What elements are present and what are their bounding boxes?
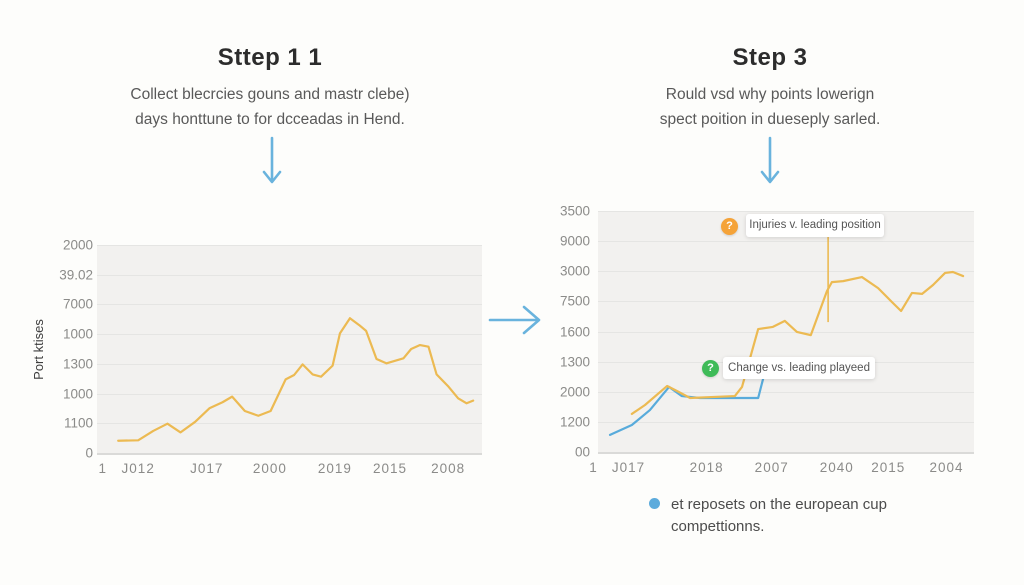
y-tick-label: 1100 [63, 415, 93, 431]
right-chart-y-axis: 3500 9000 3000 7500 1600 1300 2000 1200 00 [545, 204, 590, 460]
gridline [598, 421, 974, 423]
step3-header: Step 3 Rould vsd why points lowerign spe… [560, 44, 980, 132]
x-tick-label: 2000 [252, 461, 287, 476]
step1-subtitle-line1: Collect blecrcies gouns and mastr clebe) [130, 86, 410, 103]
x-tick-label: 1 [98, 461, 108, 476]
step3-subtitle-line2: spect poition in dueseply sarled. [659, 111, 881, 128]
legend: et reposets on the european cup competti… [648, 494, 928, 537]
y-tick-label: 9000 [559, 233, 590, 249]
legend-label: et reposets on the european cup competti… [671, 494, 928, 537]
gridline [598, 391, 974, 393]
gridline [598, 241, 974, 243]
step3-title: Step 3 [732, 44, 808, 71]
left-chart-plot-area [97, 245, 482, 455]
step1-header: Sttep 1 1 Collect blecrcies gouns and ma… [60, 44, 480, 132]
x-tick-label: 2004 [929, 460, 964, 475]
left-line-chart: 2000 39.02 7000 1000 1300 1000 1100 0 1 J012 J017… [50, 237, 490, 487]
x-tick-label: J017 [611, 460, 646, 475]
y-tick-label: 2000 [62, 237, 93, 253]
y-tick-label: 1300 [559, 354, 590, 370]
legend-dot-icon [649, 498, 660, 509]
down-arrow-icon [760, 136, 780, 184]
right-line-chart: 3500 9000 3000 7500 1600 1300 2000 1200 00 1 J017… [545, 203, 985, 493]
y-tick-label: 1200 [559, 414, 590, 430]
gridline [97, 423, 482, 425]
left-chart-x-axis: 1 J012 J017 2000 2019 2015 2008 [97, 461, 482, 479]
x-tick-label: 2015 [372, 461, 408, 476]
right-chart-plot-area [598, 211, 974, 454]
gridline [598, 271, 974, 273]
y-tick-label: 0 [85, 445, 93, 461]
gridline [97, 304, 482, 306]
step3-subtitle: Rould vsd why points lowerign spect poit… [560, 82, 980, 132]
y-tick-label: 00 [574, 444, 590, 460]
series-line-reposets-european-cup [610, 379, 763, 435]
question-icon[interactable]: ? [721, 218, 738, 235]
legend-label-line2: compettionns. [671, 517, 765, 535]
y-tick-label: 7000 [62, 296, 93, 312]
step1-subtitle-line2: days honttune to for dcceadas in Hend. [135, 111, 405, 128]
step1-title: Sttep 1 1 [217, 44, 323, 71]
y-tick-label: 2000 [559, 384, 590, 400]
right-arrow-icon [488, 305, 541, 335]
gridline [97, 274, 482, 276]
y-axis-title-text: Port ktises [30, 318, 46, 380]
x-tick-label: J012 [121, 461, 155, 476]
gridline [97, 245, 482, 246]
y-tick-label: 39.02 [59, 267, 93, 283]
x-tick-label: 2018 [689, 460, 724, 475]
y-tick-label: 1300 [62, 356, 93, 372]
gridline [598, 211, 974, 212]
y-tick-label: 1000 [62, 326, 93, 342]
step1-subtitle: Collect blecrcies gouns and mastr clebe)… [60, 82, 480, 132]
x-tick-label: 1 [589, 460, 598, 475]
gridline [598, 331, 974, 333]
y-tick-label: 1000 [62, 386, 93, 402]
gridline [97, 334, 482, 336]
chart-series-canvas [598, 211, 974, 452]
right-chart-x-axis: 1 J017 2018 2007 2040 2015 2004 [589, 460, 974, 478]
series-line-port-ktises [118, 318, 473, 441]
x-tick-label: 2007 [754, 460, 789, 475]
tooltip-change-leading-playeed[interactable]: Change vs. leading playeed [723, 357, 875, 379]
legend-label-line1: et reposets on the european cup [671, 496, 887, 513]
gridline [97, 393, 482, 395]
x-tick-label: 2040 [819, 460, 854, 475]
chart-series-canvas [97, 245, 482, 453]
y-tick-label: 3000 [559, 263, 590, 279]
x-tick-label: 2019 [317, 461, 352, 476]
series-line-injuries-leading-position [632, 272, 963, 414]
left-chart-y-axis: 2000 39.02 7000 1000 1300 1000 1100 0 [50, 238, 93, 461]
step3-subtitle-line1: Rould vsd why points lowerign [665, 86, 875, 103]
x-tick-label: J017 [190, 461, 224, 476]
y-tick-label: 1600 [559, 324, 590, 339]
y-tick-label: 3500 [559, 203, 590, 219]
y-tick-label: 7500 [559, 293, 590, 309]
tooltip-injuries-leading-position[interactable]: Injuries v. leading position [746, 214, 884, 237]
gridline [598, 301, 974, 303]
question-icon[interactable]: ? [702, 360, 719, 377]
x-tick-label: 2008 [431, 461, 466, 476]
down-arrow-icon [262, 136, 282, 184]
gridline [97, 363, 482, 365]
left-chart-y-axis-title: Port ktises [24, 245, 52, 453]
x-tick-label: 2015 [871, 460, 906, 475]
